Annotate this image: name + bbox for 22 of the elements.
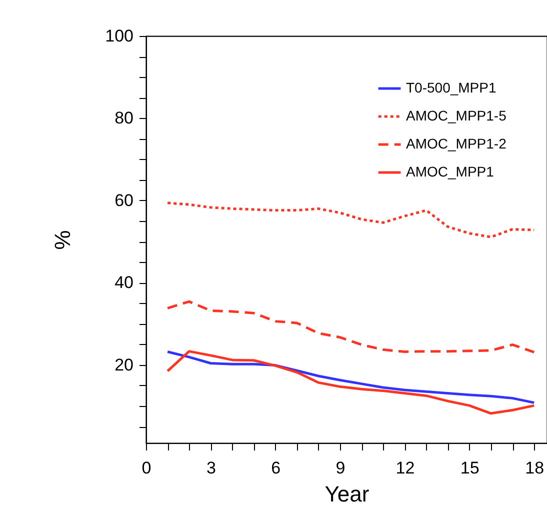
x-tick-label: 6 xyxy=(271,458,281,478)
x-tick-label: 18 xyxy=(525,458,544,478)
x-tick-label: 0 xyxy=(142,458,152,478)
legend-label: AMOC_MPP1-5 xyxy=(406,108,507,124)
y-tick-label: 20 xyxy=(114,355,134,374)
line-series xyxy=(166,300,536,354)
x-axis-title: Year xyxy=(324,482,370,506)
y-axis-title: % xyxy=(50,230,76,250)
y-tick-label: 100 xyxy=(105,26,134,46)
legend-label: T0-500_MPP1 xyxy=(406,80,496,96)
legend-label: AMOC_MPP1-2 xyxy=(406,136,507,152)
y-tick-label: 60 xyxy=(114,190,134,210)
x-tick-label: 3 xyxy=(206,458,216,478)
x-tick-label: 12 xyxy=(396,458,415,478)
y-tick-label: 40 xyxy=(114,273,134,292)
line-series xyxy=(166,350,536,404)
y-tick-label: 80 xyxy=(114,108,134,128)
x-tick-label: 9 xyxy=(336,458,346,478)
line-series xyxy=(166,350,536,415)
legend-label: AMOC_MPP1 xyxy=(406,164,494,180)
line-series xyxy=(166,202,536,238)
x-tick-label: 15 xyxy=(460,458,480,478)
